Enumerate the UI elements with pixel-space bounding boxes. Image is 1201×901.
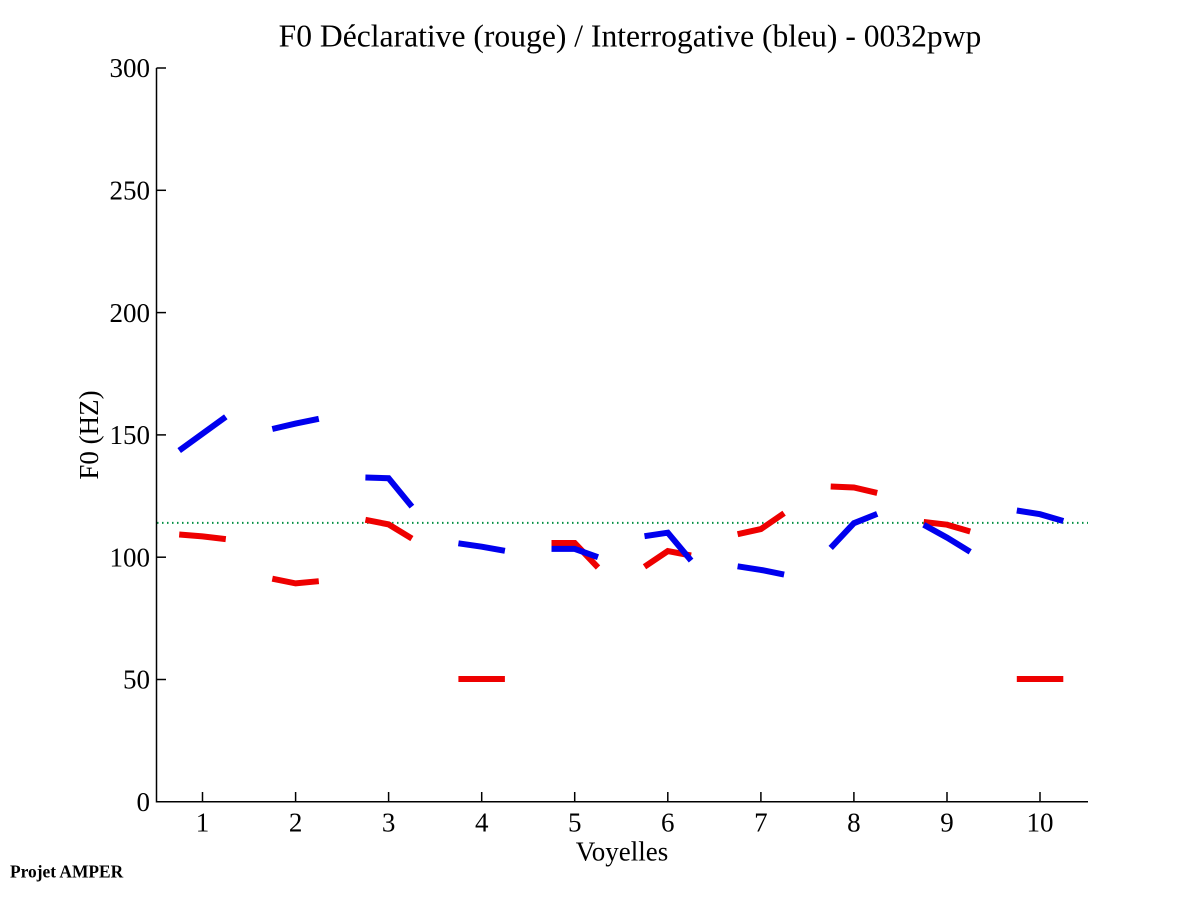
svg-text:300: 300: [110, 53, 151, 83]
svg-text:200: 200: [110, 298, 151, 328]
svg-text:9: 9: [940, 808, 954, 838]
svg-text:F0 (HZ): F0 (HZ): [74, 390, 104, 479]
svg-text:4: 4: [475, 808, 489, 838]
svg-text:2: 2: [289, 808, 303, 838]
svg-text:100: 100: [110, 542, 151, 572]
svg-text:6: 6: [661, 808, 675, 838]
svg-text:1: 1: [196, 808, 210, 838]
svg-text:250: 250: [110, 176, 151, 206]
svg-text:Projet AMPER: Projet AMPER: [10, 862, 124, 882]
svg-text:3: 3: [382, 808, 396, 838]
svg-text:150: 150: [110, 420, 151, 450]
svg-text:50: 50: [123, 665, 150, 695]
svg-text:7: 7: [754, 808, 768, 838]
svg-text:5: 5: [568, 808, 582, 838]
svg-text:10: 10: [1027, 808, 1054, 838]
svg-text:8: 8: [847, 808, 861, 838]
svg-text:0: 0: [137, 787, 151, 817]
svg-text:Voyelles: Voyelles: [576, 837, 669, 867]
svg-text:F0 Déclarative (rouge) / Inter: F0 Déclarative (rouge) / Interrogative (…: [279, 19, 982, 54]
